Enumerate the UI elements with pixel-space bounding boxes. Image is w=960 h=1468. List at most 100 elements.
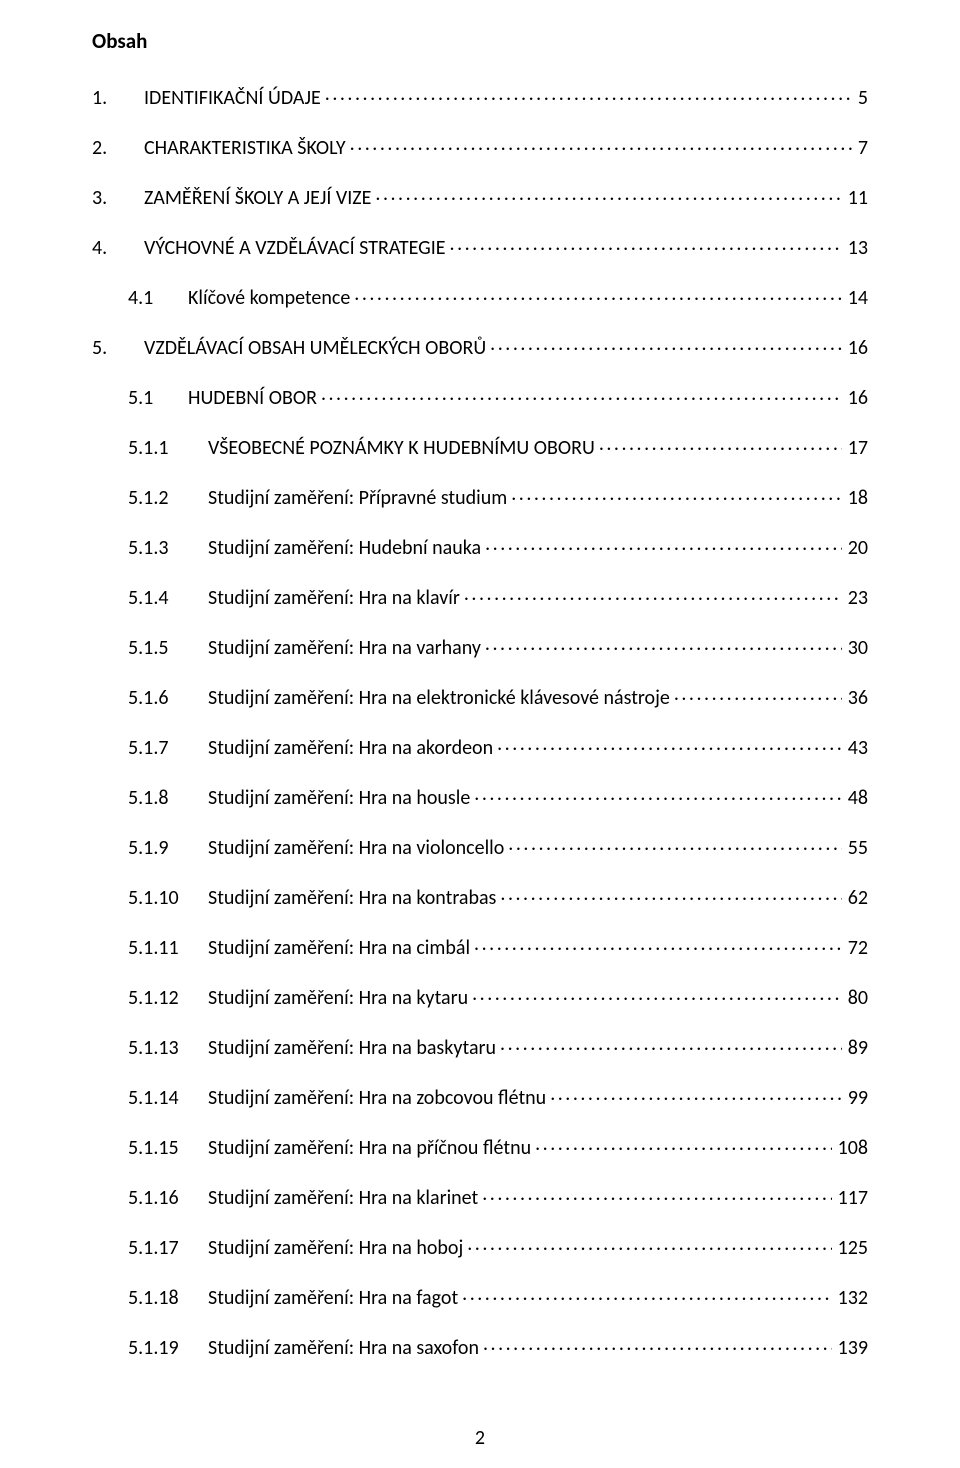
toc-entry: 5.1.4Studijní zaměření: Hra na klavír23 [92, 584, 868, 610]
toc-entry-label: Studijní zaměření: Hra na klavír [208, 586, 460, 610]
toc-entry-label: Studijní zaměření: Hra na klarinet [208, 1186, 478, 1210]
toc-entry: 1.IDENTIFIKAČNÍ ÚDAJE 5 [92, 84, 868, 110]
toc-entry-page: 5 [856, 86, 868, 110]
toc-entry-label: ZAMĚŘENÍ ŠKOLY A JEJÍ VIZE [144, 186, 371, 210]
toc-entry-page: 132 [836, 1286, 868, 1310]
toc-entry: 5.1.11Studijní zaměření: Hra na cimbál72 [92, 934, 868, 960]
toc-entry: 2.CHARAKTERISTIKA ŠKOLY7 [92, 134, 868, 160]
toc-entry-number: 5.1.1 [128, 436, 208, 460]
toc-entry-label: Studijní zaměření: Hra na kontrabas [208, 886, 496, 910]
toc-entry-label: Studijní zaměření: Hudební nauka [208, 536, 481, 560]
toc-leader-dots [354, 284, 841, 304]
toc-entry-label: Studijní zaměření: Přípravné studium [208, 486, 507, 510]
toc-entry-number: 5.1.15 [128, 1136, 208, 1160]
toc-entry-number: 5.1.7 [128, 736, 208, 760]
toc-entry-number: 5.1.6 [128, 686, 208, 710]
toc-entry-number: 5.1.19 [128, 1336, 208, 1360]
toc-entry-number: 1. [92, 86, 144, 110]
toc-entry-label: Studijní zaměření: Hra na housle [208, 786, 470, 810]
toc-entry: 5.1HUDEBNÍ OBOR16 [92, 384, 868, 410]
toc-entry-number: 5.1.3 [128, 536, 208, 560]
toc-entry: 5.1.17Studijní zaměření: Hra na hoboj125 [92, 1234, 868, 1260]
toc-entry: 5.1.14Studijní zaměření: Hra na zobcovou… [92, 1084, 868, 1110]
toc-entry-label: VZDĚLÁVACÍ OBSAH UMĚLECKÝCH OBORŮ [144, 336, 486, 360]
toc-entry-page: 55 [846, 836, 868, 860]
toc-leader-dots [508, 834, 841, 854]
footer-page-number: 2 [0, 1426, 960, 1450]
toc-leader-dots [550, 1084, 842, 1104]
toc-entry: 5.1.5Studijní zaměření: Hra na varhany30 [92, 634, 868, 660]
toc-entry-label: Studijní zaměření: Hra na zobcovou flétn… [208, 1086, 546, 1110]
toc-entry: 3.ZAMĚŘENÍ ŠKOLY A JEJÍ VIZE 11 [92, 184, 868, 210]
toc-entry: 4.VÝCHOVNÉ A VZDĚLÁVACÍ STRATEGIE 13 [92, 234, 868, 260]
toc-entry-number: 5.1.2 [128, 486, 208, 510]
toc-entry-page: 18 [846, 486, 868, 510]
toc-entry-label: Studijní zaměření: Hra na cimbál [208, 936, 470, 960]
toc-leader-dots [474, 784, 841, 804]
toc-entry-page: 13 [846, 236, 868, 260]
toc-entry-label: IDENTIFIKAČNÍ ÚDAJE [144, 86, 321, 110]
toc-leader-dots [485, 534, 842, 554]
toc-entry-page: 62 [846, 886, 868, 910]
toc-entry-number: 5.1.10 [128, 886, 208, 910]
toc-entry: 5.1.15Studijní zaměření: Hra na příčnou … [92, 1134, 868, 1160]
toc-entry-page: 48 [846, 786, 868, 810]
toc-leader-dots [497, 734, 842, 754]
toc-entry-label: Studijní zaměření: Hra na fagot [208, 1286, 458, 1310]
toc-entry-label: CHARAKTERISTIKA ŠKOLY [144, 136, 346, 160]
toc-entry-page: 89 [846, 1036, 868, 1060]
toc-leader-dots [462, 1284, 831, 1304]
toc-leader-dots [474, 934, 842, 954]
toc-entry-number: 5.1.16 [128, 1186, 208, 1210]
toc-list: 1.IDENTIFIKAČNÍ ÚDAJE 5 2.CHARAKTERISTIKA … [92, 84, 868, 1360]
toc-entry-number: 5. [92, 336, 144, 360]
toc-leader-dots [599, 434, 842, 454]
toc-leader-dots [482, 1184, 831, 1204]
toc-entry-page: 108 [836, 1136, 868, 1160]
toc-leader-dots [485, 634, 842, 654]
toc-entry-label: Studijní zaměření: Hra na příčnou flétnu [208, 1136, 531, 1160]
toc-entry: 5.1.12Studijní zaměření: Hra na kytaru80 [92, 984, 868, 1010]
toc-leader-dots [500, 1034, 842, 1054]
toc-entry-number: 4. [92, 236, 144, 260]
toc-entry: 5.1.2Studijní zaměření: Přípravné studiu… [92, 484, 868, 510]
toc-entry-label: Klíčové kompetence [188, 286, 350, 310]
toc-entry: 5.1.8Studijní zaměření: Hra na housle48 [92, 784, 868, 810]
toc-entry-label: Studijní zaměření: Hra na hoboj [208, 1236, 463, 1260]
toc-leader-dots [483, 1334, 832, 1354]
toc-entry: 5.1.16Studijní zaměření: Hra na klarinet… [92, 1184, 868, 1210]
toc-entry: 5.VZDĚLÁVACÍ OBSAH UMĚLECKÝCH OBORŮ 16 [92, 334, 868, 360]
toc-entry-page: 80 [846, 986, 868, 1010]
toc-entry: 5.1.10Studijní zaměření: Hra na kontraba… [92, 884, 868, 910]
toc-entry: 5.1.13Studijní zaměření: Hra na baskytar… [92, 1034, 868, 1060]
toc-entry-label: VÝCHOVNÉ A VZDĚLÁVACÍ STRATEGIE [144, 236, 446, 260]
toc-leader-dots [464, 584, 842, 604]
toc-entry: 4.1Klíčové kompetence14 [92, 284, 868, 310]
toc-entry: 5.1.18Studijní zaměření: Hra na fagot132 [92, 1284, 868, 1310]
toc-entry-label: Studijní zaměření: Hra na varhany [208, 636, 481, 660]
toc-entry-page: 16 [846, 386, 868, 410]
toc-entry-page: 16 [846, 336, 868, 360]
toc-entry-page: 72 [846, 936, 868, 960]
toc-entry: 5.1.9Studijní zaměření: Hra na violoncel… [92, 834, 868, 860]
toc-entry-page: 139 [836, 1336, 868, 1360]
toc-entry: 5.1.7Studijní zaměření: Hra na akordeon4… [92, 734, 868, 760]
toc-leader-dots [325, 84, 852, 104]
toc-entry-label: Studijní zaměření: Hra na saxofon [208, 1336, 479, 1360]
toc-entry-page: 11 [846, 186, 868, 210]
toc-leader-dots [511, 484, 842, 504]
toc-entry: 5.1.19Studijní zaměření: Hra na saxofon 1… [92, 1334, 868, 1360]
toc-leader-dots [500, 884, 841, 904]
toc-leader-dots [674, 684, 842, 704]
toc-entry: 5.1.3Studijní zaměření: Hudební nauka 20 [92, 534, 868, 560]
toc-entry-page: 17 [846, 436, 868, 460]
toc-entry-label: Studijní zaměření: Hra na elektronické k… [208, 686, 670, 710]
toc-leader-dots [472, 984, 842, 1004]
toc-entry-number: 3. [92, 186, 144, 210]
toc-title: Obsah [92, 28, 868, 54]
toc-entry-number: 5.1 [128, 386, 188, 410]
document-page: Obsah 1.IDENTIFIKAČNÍ ÚDAJE 5 2.CHARAKTERI… [0, 0, 960, 1468]
toc-leader-dots [535, 1134, 831, 1154]
toc-entry: 5.1.1VŠEOBECNÉ POZNÁMKY K HUDEBNÍMU OBOR… [92, 434, 868, 460]
toc-entry-page: 20 [846, 536, 868, 560]
